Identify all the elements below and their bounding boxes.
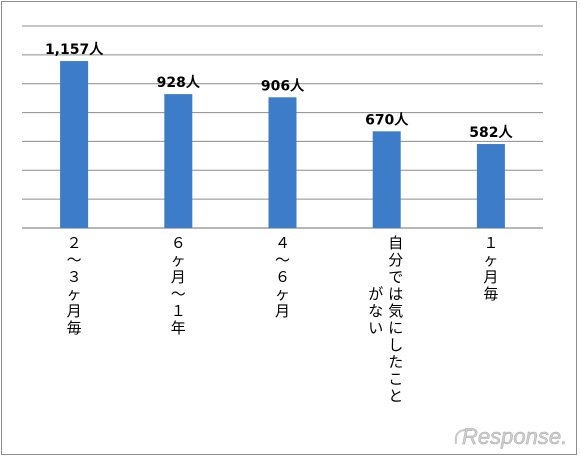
category-char: 分 (388, 251, 403, 269)
bars (60, 61, 505, 228)
category-char: な (368, 302, 383, 320)
category-char: 毎 (67, 319, 82, 337)
data-label-2: 906人 (261, 77, 305, 94)
bar-4 (476, 144, 505, 228)
category-label-2: ４〜６ヶ月 (275, 234, 290, 320)
category-char: が (368, 285, 383, 303)
category-char: た (388, 353, 403, 371)
watermark-logo: Response. (452, 422, 572, 456)
category-char: ヶ (67, 285, 82, 303)
category-char: 〜 (171, 285, 186, 303)
category-char: 月 (275, 302, 290, 320)
category-char: ６ (275, 268, 290, 286)
category-char: １ (483, 234, 498, 252)
category-char: ２ (67, 234, 82, 252)
data-label-1: 928人 (157, 74, 201, 91)
bar-3 (372, 131, 401, 228)
category-char: い (368, 319, 383, 337)
category-char: 月 (67, 302, 82, 320)
category-char: は (388, 285, 403, 303)
data-label-3: 670人 (365, 111, 409, 128)
category-label-1: ６ヶ月〜１年 (171, 234, 186, 337)
category-char: 〜 (67, 251, 82, 269)
category-char: ヶ (171, 251, 186, 269)
category-char: こ (388, 370, 403, 388)
data-label-4: 582人 (469, 124, 513, 141)
category-char: 月 (171, 268, 186, 286)
category-char: で (388, 268, 403, 286)
svg-text:Response.: Response. (462, 424, 567, 449)
bar-1 (164, 94, 193, 228)
category-char: ４ (275, 234, 290, 252)
category-char: ヶ (275, 285, 290, 303)
category-char: 〜 (275, 251, 290, 269)
category-char: ３ (67, 268, 82, 286)
category-char: と (388, 387, 403, 405)
category-char: 年 (171, 319, 186, 337)
category-char: 月 (483, 268, 498, 286)
category-char: 自 (388, 234, 403, 252)
category-char: １ (171, 302, 186, 320)
category-char: 毎 (483, 285, 498, 303)
data-label-0: 1,157人 (45, 41, 104, 58)
category-char: 気 (388, 302, 403, 320)
category-char: に (388, 319, 403, 337)
data-labels: 1,157人 928人 906人 670人 582人 (45, 41, 514, 141)
bar-2 (268, 97, 297, 228)
category-char: ヶ (483, 251, 498, 269)
category-char: ６ (171, 234, 186, 252)
category-char: し (388, 336, 403, 354)
bar-0 (60, 61, 89, 228)
